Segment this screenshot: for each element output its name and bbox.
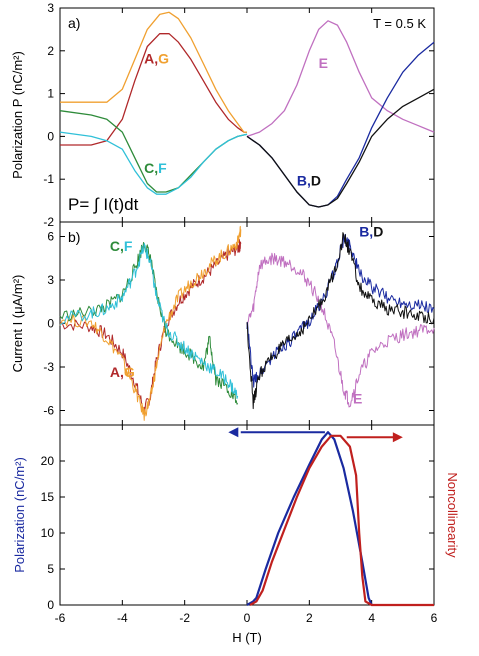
- y-axis-label: Polarization (nC/m²): [12, 457, 27, 573]
- panel-3-frame: [59, 424, 435, 606]
- series-line-ag: [59, 239, 242, 415]
- series-line-bd: [246, 88, 435, 208]
- y-tick-label: 20: [41, 454, 55, 468]
- y-tick-label: 1: [47, 87, 54, 101]
- series-line-noncollinearity: [249, 434, 434, 607]
- panel-label: b): [68, 229, 80, 245]
- x-tick-label: -6: [55, 611, 66, 625]
- y-tick-label: 10: [41, 526, 55, 540]
- curve-label: C,F: [110, 238, 133, 254]
- panel-label: a): [68, 15, 80, 31]
- series-line-bd: [246, 232, 435, 410]
- y-tick-label: 5: [47, 562, 54, 576]
- series-line-cf: [59, 243, 239, 399]
- series-line-bd: [246, 233, 435, 388]
- y-tick-label: -3: [43, 360, 54, 374]
- series-line-cf: [59, 131, 248, 195]
- y-axis-label: Current I (μA/m²): [10, 275, 25, 373]
- x-tick-label: 6: [431, 611, 438, 625]
- y-tick-label: 15: [41, 490, 55, 504]
- formula-annotation: P= ∫ I(t)dt: [68, 195, 139, 214]
- y-tick-label: 0: [47, 129, 54, 143]
- y-tick-label: 0: [47, 317, 54, 331]
- y-tick-label: -2: [43, 215, 54, 229]
- x-tick-label: -2: [179, 611, 190, 625]
- x-tick-label: 0: [244, 611, 251, 625]
- y-tick-label: 2: [47, 44, 54, 58]
- x-tick-label: 4: [368, 611, 375, 625]
- curve-label: B,D: [359, 224, 383, 240]
- curve-label: A,G: [144, 51, 169, 67]
- y-tick-label: -1: [43, 172, 54, 186]
- curve-label: E: [353, 390, 362, 406]
- y-tick-label: -6: [43, 404, 54, 418]
- x-tick-label: 2: [306, 611, 313, 625]
- x-axis-label: H (T): [232, 630, 262, 645]
- y-axis-label: Polarization P (nC/m²): [10, 51, 25, 179]
- y-tick-label: 3: [47, 1, 54, 15]
- polarization-arrow-head: [228, 427, 239, 438]
- curve-label: E: [319, 55, 328, 71]
- y-axis-label-right: Noncollinearity: [445, 472, 460, 558]
- x-tick-label: -4: [117, 611, 128, 625]
- curve-label: B,D: [297, 173, 321, 189]
- series-line-ag: [60, 11, 247, 133]
- y-tick-label: 3: [47, 273, 54, 287]
- series-line-e: [246, 20, 435, 138]
- noncollinearity-arrow-head: [392, 432, 403, 443]
- series-line-cf: [59, 242, 239, 405]
- curve-label: A,G: [110, 364, 135, 380]
- curve-label: C,F: [144, 160, 167, 176]
- series-line-e: [246, 252, 435, 408]
- series-line-bd: [246, 41, 435, 208]
- y-tick-label: 0: [47, 598, 54, 612]
- temperature-annotation: T = 0.5 K: [373, 16, 426, 31]
- y-tick-label: 6: [47, 230, 54, 244]
- series-line-cf: [59, 110, 248, 193]
- series-line-ag: [59, 225, 242, 421]
- series-line-ag: [60, 33, 247, 146]
